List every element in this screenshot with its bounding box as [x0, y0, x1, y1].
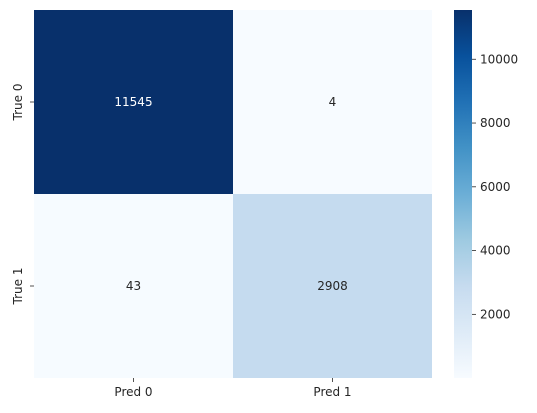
- colorbar-tick-label: 4000: [480, 244, 511, 258]
- heatmap-cell: [34, 10, 233, 194]
- x-axis: Pred 0 Pred 1: [114, 378, 352, 399]
- colorbar: [454, 10, 472, 378]
- y-axis: True 0 True 1: [11, 84, 34, 306]
- heatmap-cell: [233, 10, 432, 194]
- colorbar-tick-label: 10000: [480, 52, 518, 66]
- heatmap-annotations: 11545 4 43 2908: [114, 95, 347, 293]
- colorbar-axis: 2000 4000 6000 8000 10000: [472, 52, 518, 321]
- colorbar-tick-label: 2000: [480, 307, 511, 321]
- heatmap-cells: [34, 10, 432, 378]
- colorbar-gradient: [454, 10, 472, 378]
- y-tick-label: True 1: [11, 268, 25, 306]
- y-tick-label: True 0: [11, 84, 25, 122]
- cell-value-label: 11545: [114, 95, 152, 109]
- colorbar-tick-label: 8000: [480, 116, 511, 130]
- cell-value-label: 43: [126, 279, 141, 293]
- x-tick-label: Pred 0: [114, 385, 152, 399]
- heatmap-cell: [34, 194, 233, 378]
- cell-value-label: 2908: [317, 279, 348, 293]
- heatmap-cell: [233, 194, 432, 378]
- cell-value-label: 4: [329, 95, 337, 109]
- colorbar-tick-label: 6000: [480, 180, 511, 194]
- x-tick-label: Pred 1: [313, 385, 351, 399]
